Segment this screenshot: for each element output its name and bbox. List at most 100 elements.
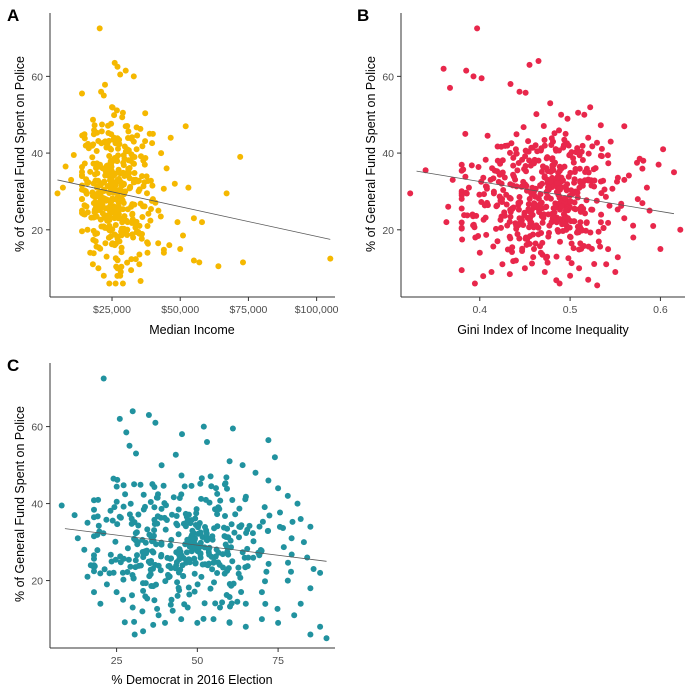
data-point-a <box>166 242 173 249</box>
data-point-a <box>111 231 118 238</box>
data-point-b <box>499 261 506 268</box>
data-point-c <box>256 552 263 559</box>
data-point-c <box>179 562 186 569</box>
data-point-b <box>522 147 529 154</box>
data-point-b <box>523 241 530 248</box>
data-point-a <box>83 203 90 210</box>
data-point-a <box>126 165 133 171</box>
data-point-c <box>219 551 226 558</box>
data-point-c <box>174 592 181 599</box>
data-point-c <box>222 480 229 487</box>
data-point-b <box>566 224 573 231</box>
data-point-c <box>146 531 153 538</box>
data-point-c <box>227 537 234 544</box>
data-point-a <box>98 128 105 135</box>
data-point-b <box>585 276 592 283</box>
data-point-c <box>263 568 270 575</box>
data-point-c <box>198 495 205 502</box>
data-point-a <box>122 188 129 195</box>
data-point-b <box>522 181 528 188</box>
data-point-c <box>203 530 210 537</box>
data-point-a <box>105 234 112 241</box>
data-point-b <box>507 149 513 156</box>
data-point-b <box>494 168 501 175</box>
data-point-b <box>657 246 664 252</box>
data-point-a <box>137 278 144 284</box>
data-point-c <box>184 604 191 611</box>
data-point-c <box>155 612 162 619</box>
data-point-b <box>512 257 519 264</box>
data-point-c <box>149 548 156 555</box>
data-point-b <box>677 226 684 233</box>
data-point-b <box>537 183 544 189</box>
data-point-c <box>266 512 273 519</box>
data-point-c <box>131 481 138 488</box>
data-point-c <box>229 558 236 565</box>
data-point-c <box>285 559 291 566</box>
data-point-a <box>111 179 118 186</box>
data-point-b <box>604 152 611 159</box>
data-point-c <box>244 545 251 552</box>
data-point-c <box>170 494 177 501</box>
data-point-c <box>128 520 135 527</box>
data-point-a <box>215 263 222 270</box>
x-tick-label-c: 25 <box>111 655 123 667</box>
data-point-b <box>541 269 548 275</box>
data-point-b <box>570 245 577 252</box>
data-point-b <box>588 245 595 252</box>
data-point-b <box>498 224 504 231</box>
data-point-a <box>89 154 96 161</box>
data-point-a <box>117 71 124 78</box>
data-point-a <box>91 122 98 129</box>
data-point-c <box>176 551 182 558</box>
data-point-c <box>227 603 233 610</box>
data-point-a <box>118 249 125 256</box>
data-point-c <box>160 482 167 489</box>
data-point-a <box>149 182 156 189</box>
data-point-c <box>113 498 120 505</box>
data-point-a <box>122 67 129 74</box>
data-point-c <box>307 585 314 592</box>
data-point-b <box>495 178 502 185</box>
data-point-b <box>525 138 532 145</box>
data-point-a <box>149 130 156 137</box>
data-point-c <box>121 619 128 626</box>
data-point-c <box>207 585 214 592</box>
data-point-b <box>515 199 522 206</box>
data-point-b <box>422 167 429 174</box>
data-point-b <box>561 220 568 227</box>
data-point-c <box>203 536 210 543</box>
data-point-c <box>181 483 188 490</box>
data-point-c <box>97 600 104 607</box>
data-point-c <box>94 547 101 554</box>
data-point-c <box>124 545 131 552</box>
data-point-a <box>103 144 110 151</box>
data-point-b <box>528 144 535 151</box>
data-point-a <box>126 185 133 192</box>
data-point-b <box>529 175 536 182</box>
data-point-a <box>119 114 126 121</box>
data-point-a <box>125 148 132 155</box>
data-point-c <box>107 551 114 558</box>
data-point-c <box>214 570 221 576</box>
data-point-b <box>461 212 468 219</box>
data-point-b <box>548 135 555 142</box>
data-point-b <box>465 184 472 191</box>
data-point-a <box>133 124 140 131</box>
data-point-c <box>168 596 175 603</box>
data-point-b <box>566 192 573 199</box>
data-point-a <box>98 223 105 230</box>
data-point-b <box>581 111 588 118</box>
data-point-c <box>135 511 142 518</box>
data-point-c <box>304 554 311 561</box>
data-point-b <box>598 145 605 152</box>
data-point-a <box>125 128 132 135</box>
data-point-b <box>508 140 515 147</box>
data-point-b <box>562 207 569 214</box>
data-point-b <box>528 219 535 226</box>
data-point-c <box>275 619 282 626</box>
data-point-b <box>561 136 568 143</box>
data-point-b <box>493 203 500 210</box>
data-point-b <box>577 219 584 226</box>
data-point-a <box>102 240 109 247</box>
